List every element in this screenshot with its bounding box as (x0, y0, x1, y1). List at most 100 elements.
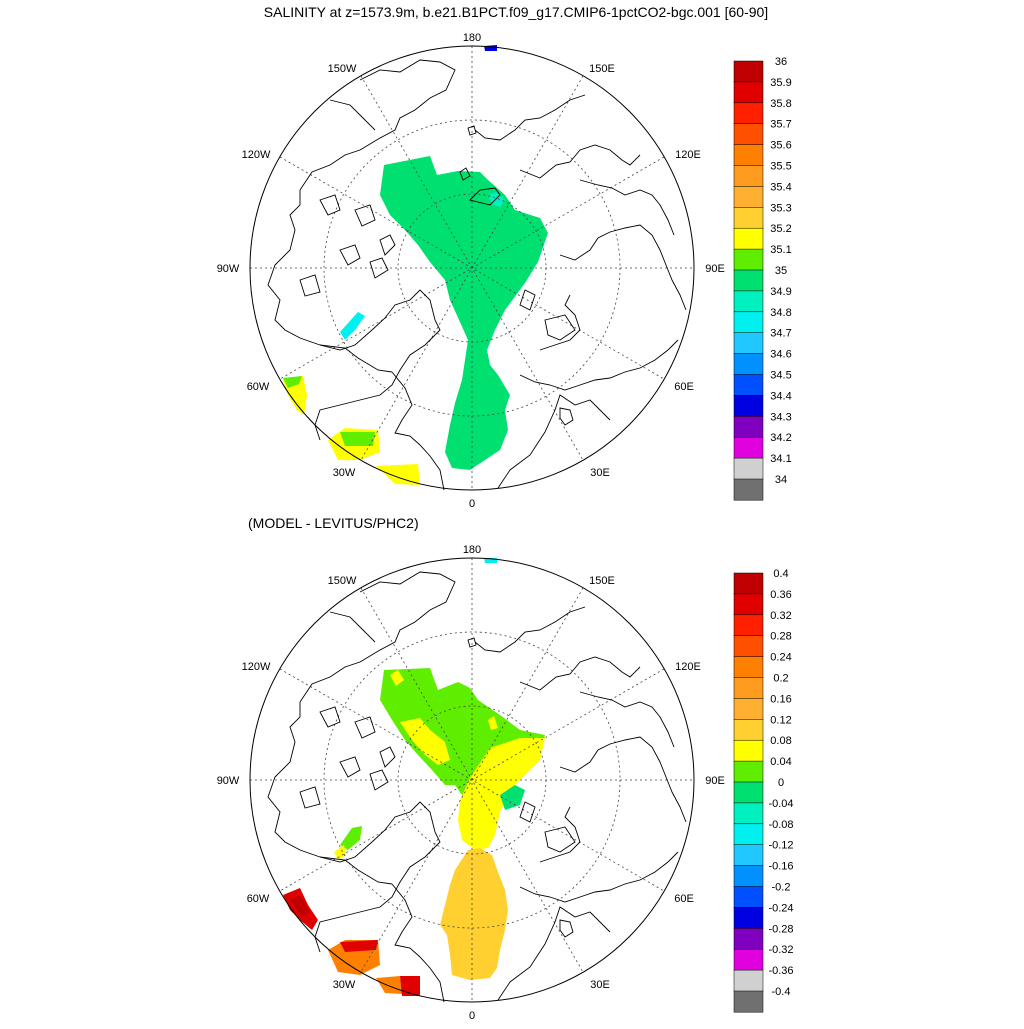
panel-1-lon-label-90w: 90W (217, 263, 240, 275)
colorbar-swatch (733, 123, 764, 146)
panel-2-yellow-lobe-left (400, 718, 450, 765)
panel-2-greenland-red (340, 940, 378, 952)
panel-1-lon-label-150e: 150E (589, 63, 615, 75)
panel-2-lime-field (380, 668, 545, 845)
colorbar-tick-label: -0.08 (768, 819, 793, 831)
colorbar-tick-label: 34.4 (770, 390, 791, 402)
colorbar-tick-label: -0.2 (772, 882, 791, 894)
panel-2-iceland-orange (376, 976, 402, 994)
panel-2-lon-label-0: 0 (469, 1010, 475, 1022)
panel-2-baffin-yellow (334, 845, 346, 860)
colorbar-swatch (733, 635, 764, 658)
panel-2-meridians (250, 558, 694, 1002)
colorbar-tick-label: -0.36 (768, 965, 793, 977)
colorbar-tick-label: 34.2 (770, 432, 791, 444)
panel-2-gold-field (440, 848, 508, 980)
colorbar-tick-label: -0.32 (768, 944, 793, 956)
panel-2-lon-label-150e: 150E (589, 575, 615, 587)
colorbar-swatch (733, 227, 764, 250)
colorbar-swatch (733, 207, 764, 229)
panel-1-meridians (250, 46, 694, 490)
panel-1-baffin-cyan (340, 312, 365, 340)
colorbar-swatch (733, 719, 764, 741)
colorbar-tick-label: -0.12 (768, 840, 793, 852)
panel-1-greenland-green (340, 432, 375, 446)
colorbar-tick-label: 35.1 (770, 244, 791, 256)
panel-2-lon-label-30w: 30W (333, 979, 356, 991)
colorbar-swatch (733, 928, 764, 950)
colorbar-tick-label: 35.2 (770, 223, 791, 235)
panel-2-lon-label-150w: 150W (328, 575, 357, 587)
colorbar-tick-label: -0.24 (768, 902, 793, 914)
colorbar-swatch (733, 907, 764, 929)
colorbar-swatch (733, 102, 764, 125)
colorbar-swatch (733, 290, 764, 313)
colorbar-tick-label: 35.9 (770, 77, 791, 89)
colorbar-tick-label: 35.7 (770, 119, 791, 131)
colorbar-tick-label: 0.24 (770, 652, 791, 664)
colorbar-swatch (733, 269, 764, 292)
colorbar-swatch (733, 739, 764, 762)
panel-2-yellow-spot-2 (488, 716, 498, 730)
colorbar-swatch (733, 781, 764, 804)
panel-2-green-island (500, 785, 525, 810)
panel-1-coastlines (267, 59, 687, 491)
panel-1-map-boundary (249, 45, 695, 491)
colorbar-swatch (733, 698, 764, 720)
colorbar-swatch (733, 311, 764, 334)
panel-2-lon-label-30e: 30E (590, 979, 610, 991)
panel-1-map: 180 0 90W 90E 150W 120W 150E 120E 60W 30… (217, 32, 725, 510)
panel-1-blue-patch (484, 45, 497, 51)
colorbar-tick-label: 34.8 (770, 307, 791, 319)
colorbar-tick-label: 34.6 (770, 349, 791, 361)
panel-1-lon-label-0: 0 (469, 498, 475, 510)
panel-2-baffin-lime (340, 826, 362, 850)
colorbar-tick-label: 0.28 (770, 631, 791, 643)
colorbar-swatch (733, 332, 764, 355)
colorbar-tick-label: 0.16 (770, 693, 791, 705)
panel-1-lon-label-120w: 120W (242, 149, 271, 161)
panel-1-labrador-green (283, 376, 302, 388)
panel-1-lon-label-60e: 60E (674, 381, 694, 393)
panel-2-yellow-spot-1 (390, 670, 404, 686)
colorbar-swatch (733, 374, 764, 396)
colorbar-tick-label: -0.28 (768, 923, 793, 935)
colorbar-swatch (733, 248, 764, 271)
panel-2-labrador-darkred (290, 895, 310, 918)
panel-1-colorbar: 36 35.9 35.8 35.7 35.6 35.5 35.4 35.3 35.2 35.1 35… (733, 56, 792, 501)
panel-2-lon-label-180: 180 (463, 544, 481, 556)
colorbar-swatch (733, 969, 764, 992)
colorbar-tick-label: 0 (778, 777, 784, 789)
colorbar-swatch (733, 81, 764, 104)
colorbar-swatch (733, 60, 764, 83)
colorbar-tick-label: 35 (775, 265, 787, 277)
colorbar-swatch (733, 990, 764, 1013)
colorbar-tick-label: 34.5 (770, 370, 791, 382)
colorbar-swatch (733, 656, 764, 679)
colorbar-swatch (733, 802, 764, 825)
colorbar-tick-label: 0.12 (770, 714, 791, 726)
colorbar-tick-label: 0.08 (770, 735, 791, 747)
panel-1-atlantic-arctic-field (380, 156, 548, 470)
panel-1-lon-label-90e: 90E (705, 263, 725, 275)
colorbar-swatch (733, 886, 764, 908)
colorbar-tick-label: 35.4 (770, 181, 791, 193)
colorbar-swatch (733, 593, 764, 616)
panel-2-map-boundary (249, 557, 695, 1003)
colorbar-swatch (733, 572, 764, 595)
panel-1-lon-label-30w: 30W (333, 467, 356, 479)
panel-2-lon-label-120w: 120W (242, 661, 271, 673)
panel-2-lon-label-120e: 120E (675, 661, 701, 673)
colorbar-tick-label: 0.04 (770, 756, 791, 768)
colorbar-swatch (733, 165, 764, 187)
panel-1-lon-label-60w: 60W (247, 381, 270, 393)
colorbar-swatch (733, 186, 764, 208)
colorbar-swatch (733, 948, 764, 971)
panel-2-lon-label-60e: 60E (674, 893, 694, 905)
colorbar-swatch (733, 614, 764, 637)
panel-2-title: (MODEL - LEVITUS/PHC2) (248, 515, 419, 531)
colorbar-tick-label: 35.6 (770, 140, 791, 152)
colorbar-tick-label: 35.5 (770, 161, 791, 173)
panel-1-lon-label-150w: 150W (328, 63, 357, 75)
